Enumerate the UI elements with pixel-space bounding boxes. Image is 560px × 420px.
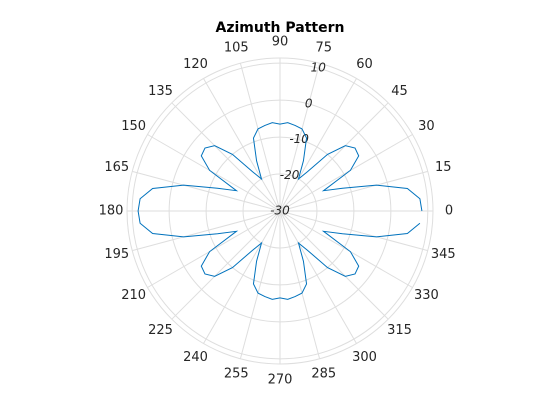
chart-title: Azimuth Pattern	[216, 20, 345, 36]
theta-grid-line	[132, 210, 281, 252]
theta-tick-label: 165	[104, 160, 129, 175]
theta-tick-label: 135	[148, 84, 173, 99]
theta-grid-line	[279, 63, 321, 212]
theta-tick-label: 15	[435, 160, 452, 175]
theta-grid-line	[171, 102, 281, 212]
theta-tick-label: 345	[431, 247, 456, 262]
r-tick-label: -30	[270, 204, 290, 218]
theta-grid-line	[279, 134, 413, 212]
r-tick-label: -20	[280, 168, 300, 182]
r-grid-circle	[168, 99, 392, 323]
theta-tick-label: 240	[183, 350, 208, 365]
r-grid-circle	[242, 173, 318, 249]
theta-grid-line	[147, 134, 281, 212]
r-grid-circle	[205, 136, 355, 286]
theta-grid-line	[279, 210, 321, 359]
theta-grid-line	[279, 170, 428, 212]
theta-grid-line	[279, 210, 357, 344]
theta-tick-label: 285	[311, 367, 336, 382]
theta-tick-label: 315	[387, 323, 412, 338]
theta-tick-label: 30	[418, 119, 435, 134]
theta-grid-line	[203, 210, 281, 344]
theta-grid-line	[279, 78, 357, 212]
theta-grid-line	[132, 170, 281, 212]
theta-tick-label: 210	[121, 288, 146, 303]
theta-tick-label: 225	[148, 323, 173, 338]
pattern-line	[137, 122, 423, 300]
theta-grid-line	[279, 210, 389, 320]
theta-grid-line	[239, 63, 281, 212]
r-grid-circle	[131, 62, 429, 360]
theta-grid-line	[171, 210, 281, 320]
theta-tick-label: 0	[445, 204, 453, 219]
theta-tick-label: 255	[224, 367, 249, 382]
theta-grid-line	[239, 210, 281, 359]
theta-tick-label: 45	[391, 84, 408, 99]
theta-grid-line	[279, 210, 428, 252]
theta-tick-label: 150	[121, 119, 146, 134]
theta-grid-line	[203, 78, 281, 212]
theta-tick-label: 195	[104, 247, 129, 262]
theta-tick-label: 105	[224, 40, 249, 55]
theta-tick-label: 120	[183, 57, 208, 72]
theta-tick-label: 90	[272, 35, 289, 50]
r-tick-label: 0	[305, 96, 313, 110]
theta-grid-line	[279, 210, 413, 288]
theta-tick-label: 60	[356, 57, 373, 72]
theta-tick-label: 270	[268, 373, 293, 388]
theta-tick-label: 330	[414, 288, 439, 303]
theta-tick-label: 180	[99, 204, 124, 219]
r-tick-label: -10	[289, 132, 309, 146]
theta-grid-line	[147, 210, 281, 288]
r-tick-label: 10	[311, 61, 327, 75]
theta-grid-line	[279, 102, 389, 212]
theta-tick-label: 75	[315, 40, 332, 55]
theta-tick-label: 300	[352, 350, 377, 365]
